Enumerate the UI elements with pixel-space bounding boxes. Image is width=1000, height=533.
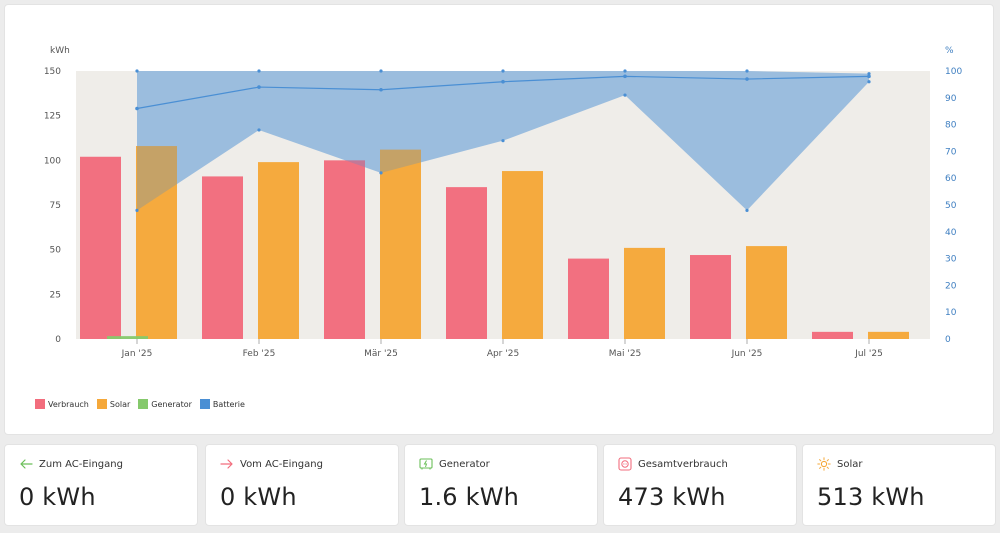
card-value: 0 kWh — [19, 483, 96, 511]
bar-solar — [136, 146, 177, 339]
battery-point — [867, 74, 871, 79]
bar-solar — [746, 246, 787, 339]
y-right-tick-label: 10 — [945, 308, 957, 318]
legend-item-generator[interactable]: Generator — [138, 399, 192, 409]
y-right-tick-label: 80 — [945, 121, 957, 131]
card-value: 1.6 kWh — [419, 483, 520, 511]
card-zum-ac-eingang: Zum AC-Eingang 0 kWh — [4, 444, 198, 526]
y-right-tick-label: 40 — [945, 228, 957, 238]
y-right-tick-label: 60 — [945, 174, 957, 184]
y-left-tick-label: 0 — [55, 335, 61, 345]
sun-icon — [817, 457, 831, 471]
y-right-tick-label: 30 — [945, 255, 957, 265]
battery-max-point — [379, 69, 383, 73]
y-right-tick-label: 20 — [945, 281, 957, 291]
x-tick-label: Jun '25 — [731, 349, 763, 359]
y-right-unit: % — [945, 46, 954, 56]
chart-card: kWh% 0 25 50 75 100 125 150 0 10 20 30 40 50 60 70 80 90 1… — [4, 4, 994, 435]
battery-max-point — [135, 69, 139, 73]
card-value: 513 kWh — [817, 483, 925, 511]
bar-solar — [868, 331, 909, 339]
card-title: Gesamtverbrauch — [638, 458, 728, 470]
battery-min-point — [623, 93, 627, 97]
bar-verbrauch — [690, 255, 731, 339]
bar-solar — [258, 162, 299, 339]
legend-swatch — [138, 399, 149, 409]
bar-verbrauch — [80, 156, 121, 339]
y-right-tick-label: 0 — [945, 335, 951, 345]
card-title: Vom AC-Eingang — [240, 458, 323, 470]
x-tick-label: Mai '25 — [609, 349, 642, 359]
bar-verbrauch — [324, 160, 365, 339]
y-right-tick-label: 50 — [945, 201, 957, 211]
bar-verbrauch — [568, 258, 609, 339]
card-value: 473 kWh — [618, 483, 726, 511]
y-left-tick-label: 125 — [44, 112, 61, 122]
summary-cards: Zum AC-Eingang 0 kWh Vom AC-Eingang 0 kW… — [4, 444, 996, 526]
card-title: Generator — [439, 458, 490, 470]
battery-min-point — [745, 208, 749, 212]
card-generator: Generator 1.6 kWh — [404, 444, 598, 526]
legend-label: Solar — [109, 399, 131, 409]
battery-min-point — [867, 80, 871, 84]
battery-max-point — [623, 69, 627, 73]
battery-point — [501, 79, 505, 84]
y-left-tick-label: 75 — [50, 201, 61, 211]
x-tick-label: Jan '25 — [121, 349, 153, 359]
battery-point — [745, 77, 749, 81]
bar-solar — [502, 171, 543, 339]
bar-verbrauch — [812, 331, 853, 339]
legend-item-verbrauch[interactable]: Verbrauch — [35, 399, 89, 409]
y-left-tick-label: 50 — [50, 246, 62, 256]
y-right-tick-label: 90 — [945, 94, 957, 104]
y-left-tick-label: 150 — [44, 67, 61, 77]
card-title: Solar — [837, 458, 863, 470]
battery-min-point — [379, 171, 383, 175]
x-tick-label: Apr '25 — [487, 349, 519, 359]
legend-swatch — [199, 399, 210, 409]
card-vom-ac-eingang: Vom AC-Eingang 0 kWh — [205, 444, 399, 526]
bar-verbrauch — [202, 176, 243, 339]
legend-label: Batterie — [212, 399, 245, 409]
battery-max-point — [867, 72, 871, 76]
bar-verbrauch — [446, 187, 487, 339]
x-tick-label: Jul '25 — [854, 349, 883, 359]
bar-solar — [624, 247, 665, 339]
x-tick-label: Feb '25 — [243, 349, 276, 359]
x-tick-label: Mär '25 — [364, 349, 398, 359]
y-left-tick-label: 25 — [50, 290, 61, 300]
legend-swatch — [96, 399, 107, 409]
battery-min-point — [257, 128, 261, 132]
bar-solar — [380, 149, 421, 339]
battery-max-point — [257, 69, 261, 73]
y-right-tick-label: 100 — [945, 67, 962, 77]
legend-label: Verbrauch — [48, 399, 89, 409]
legend-item-batterie[interactable]: Batterie — [199, 399, 245, 409]
arrow-right-icon — [220, 459, 233, 469]
consumption-icon — [618, 457, 632, 471]
legend-swatch — [35, 399, 45, 409]
y-right-tick-label: 70 — [945, 147, 957, 157]
battery-max-point — [745, 69, 749, 73]
card-value: 0 kWh — [220, 483, 297, 511]
battery-max-point — [501, 69, 505, 73]
battery-point — [623, 74, 627, 79]
bar-generator — [107, 336, 148, 339]
battery-point — [379, 87, 383, 92]
arrow-left-icon — [20, 459, 33, 469]
legend-item-solar[interactable]: Solar — [96, 399, 131, 409]
battery-point — [135, 106, 139, 111]
card-solar: Solar 513 kWh — [802, 444, 996, 526]
battery-min-point — [135, 208, 139, 212]
card-gesamtverbrauch: Gesamtverbrauch 473 kWh — [603, 444, 797, 526]
y-left-unit: kWh — [50, 46, 70, 56]
energy-chart: kWh % 0 25 50 75 100 125 150 0 10 20 30 40 50 60 70 80 90 1… — [44, 46, 963, 359]
generator-icon — [419, 458, 433, 470]
battery-point — [257, 85, 261, 89]
card-title: Zum AC-Eingang — [39, 458, 123, 470]
chart-legend: Verbrauch Solar Generator Batterie — [35, 399, 245, 409]
battery-min-point — [501, 139, 505, 143]
legend-label: Generator — [151, 399, 192, 409]
y-left-tick-label: 100 — [44, 156, 61, 166]
